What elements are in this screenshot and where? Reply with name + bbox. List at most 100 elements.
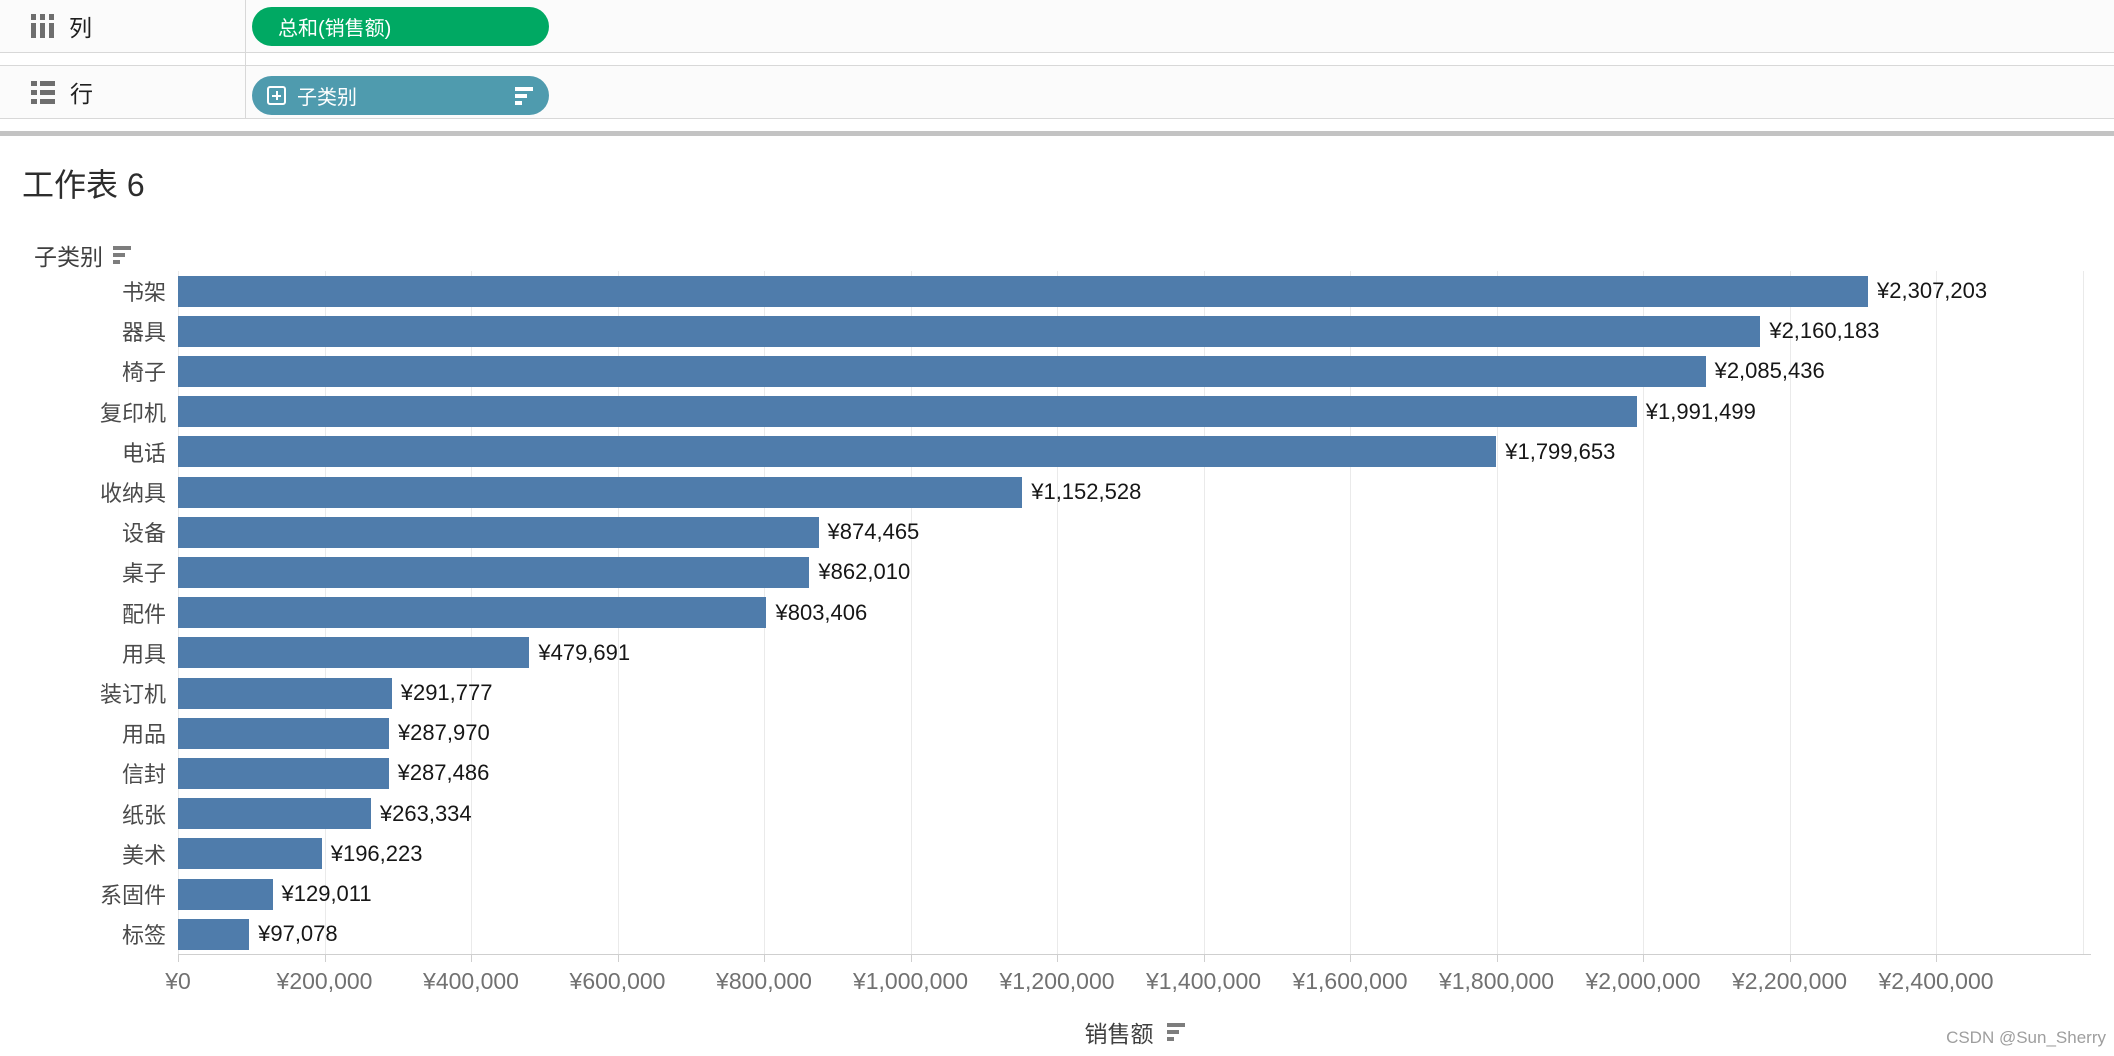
bar-row: 书架 ¥2,307,203 <box>0 271 2114 311</box>
axis-tick <box>471 955 472 962</box>
x-axis-line <box>178 954 2091 955</box>
bar-value-label: ¥129,011 <box>281 881 372 907</box>
gridline <box>1789 271 1791 955</box>
bar-value-label: ¥874,465 <box>827 519 920 545</box>
bar[interactable] <box>178 556 810 588</box>
bar[interactable] <box>178 838 322 870</box>
bar[interactable] <box>178 597 767 629</box>
bar-row: 器具 ¥2,160,183 <box>0 311 2114 351</box>
bar-value-label: ¥196,223 <box>330 840 423 866</box>
bar[interactable] <box>178 798 371 830</box>
columns-shelf-label: 列 <box>69 15 92 41</box>
bar-row: 复印机 ¥1,991,499 <box>0 392 2114 432</box>
columns-icon <box>31 14 54 38</box>
bar[interactable] <box>178 436 1497 468</box>
bar[interactable] <box>178 878 273 910</box>
x-tick-label: ¥1,800,000 <box>1438 968 1555 994</box>
gridline <box>1057 271 1058 955</box>
axis-tick <box>910 955 912 962</box>
sort-descending-icon[interactable] <box>515 86 533 105</box>
row-field-header[interactable]: 子类别 <box>34 238 131 272</box>
category-label[interactable]: 复印机 <box>99 400 166 426</box>
pill-sum-sales[interactable]: 总和(销售额) <box>252 7 549 46</box>
x-tick-label: ¥800,000 <box>716 968 812 994</box>
bar-row: 用具 ¥479,691 <box>0 633 2114 673</box>
x-axis-title[interactable]: 销售额 <box>178 1015 2091 1049</box>
bar-row: 纸张 ¥263,334 <box>0 794 2114 834</box>
category-label[interactable]: 美术 <box>121 842 166 868</box>
category-label[interactable]: 纸张 <box>121 802 166 828</box>
bar[interactable] <box>178 717 389 749</box>
bar-value-label: ¥97,078 <box>258 921 338 947</box>
expand-plus-icon[interactable] <box>267 86 286 105</box>
watermark: CSDN @Sun_Sherry <box>1946 1028 2106 1047</box>
bar[interactable] <box>178 637 530 669</box>
x-tick-label: ¥1,200,000 <box>999 968 1115 994</box>
bar[interactable] <box>178 355 1706 387</box>
x-tick-label: ¥1,000,000 <box>852 968 969 994</box>
category-label[interactable]: 书架 <box>121 280 166 306</box>
bar[interactable] <box>178 476 1023 508</box>
bar-value-label: ¥263,334 <box>379 800 472 826</box>
category-label[interactable]: 装订机 <box>99 682 166 708</box>
category-label[interactable]: 电话 <box>121 440 166 466</box>
bar-value-label: ¥803,406 <box>775 599 868 625</box>
bar-row: 配件 ¥803,406 <box>0 593 2114 633</box>
category-label[interactable]: 用品 <box>121 722 166 748</box>
row-field-header-label: 子类别 <box>34 244 103 270</box>
bar-value-label: ¥287,486 <box>397 760 490 786</box>
bar-value-label: ¥287,970 <box>397 720 490 746</box>
bar-row: 信封 ¥287,486 <box>0 753 2114 793</box>
x-tick-label: ¥1,400,000 <box>1145 968 1262 994</box>
bar[interactable] <box>178 757 389 789</box>
worksheet-title: 工作表 6 <box>22 167 145 203</box>
axis-tick <box>617 955 619 962</box>
bar-row: 美术 ¥196,223 <box>0 834 2114 874</box>
bar-row: 椅子 ¥2,085,436 <box>0 351 2114 391</box>
bar[interactable] <box>178 315 1761 347</box>
bar-row: 系固件 ¥129,011 <box>0 874 2114 914</box>
axis-tick <box>764 955 765 962</box>
bar-row: 桌子 ¥862,010 <box>0 552 2114 592</box>
category-label[interactable]: 器具 <box>121 320 166 346</box>
bar[interactable] <box>178 677 392 709</box>
category-label[interactable]: 收纳具 <box>99 481 166 507</box>
bar-row: 电话 ¥1,799,653 <box>0 432 2114 472</box>
axis-tick <box>1496 955 1498 962</box>
category-label[interactable]: 配件 <box>121 601 166 627</box>
bar-chart: ¥0 ¥200,000 ¥400,000 ¥600,000 ¥800,000 ¥1,000… <box>0 271 2114 1047</box>
axis-tick <box>1203 955 1205 962</box>
gridline <box>1496 271 1498 955</box>
category-label[interactable]: 椅子 <box>121 360 166 386</box>
category-label[interactable]: 系固件 <box>99 883 166 909</box>
axis-tick <box>1643 955 1644 962</box>
x-tick-label: ¥1,600,000 <box>1292 968 1408 994</box>
pill-subcategory-label: 子类别 <box>297 87 357 109</box>
bar[interactable] <box>178 275 1869 307</box>
rows-icon <box>31 80 55 104</box>
category-label[interactable]: 桌子 <box>121 561 166 587</box>
bar-value-label: ¥2,160,183 <box>1769 318 1880 344</box>
category-label[interactable]: 设备 <box>121 521 166 547</box>
bar-row: 标签 ¥97,078 <box>0 914 2114 954</box>
bar-value-label: ¥862,010 <box>818 559 911 585</box>
x-tick-label: ¥200,000 <box>276 968 373 994</box>
bar-value-label: ¥479,691 <box>538 639 631 665</box>
category-label[interactable]: 标签 <box>121 923 166 949</box>
pill-subcategory[interactable]: 子类别 <box>252 76 549 115</box>
bar[interactable] <box>178 516 819 548</box>
gridline <box>1350 271 1351 955</box>
bar[interactable] <box>178 918 250 950</box>
x-tick-label: ¥0 <box>165 968 191 994</box>
sort-descending-icon[interactable] <box>1166 1023 1185 1041</box>
x-tick-label: ¥2,000,000 <box>1585 968 1701 994</box>
sort-descending-icon[interactable] <box>113 246 131 264</box>
bar[interactable] <box>178 396 1637 428</box>
x-tick-label: ¥2,400,000 <box>1878 968 1994 994</box>
axis-tick <box>1789 955 1791 962</box>
category-label[interactable]: 信封 <box>121 762 166 788</box>
category-label[interactable]: 用具 <box>121 641 166 667</box>
axis-tick <box>1057 955 1058 962</box>
shelf-worksheet-separator <box>0 131 2114 136</box>
